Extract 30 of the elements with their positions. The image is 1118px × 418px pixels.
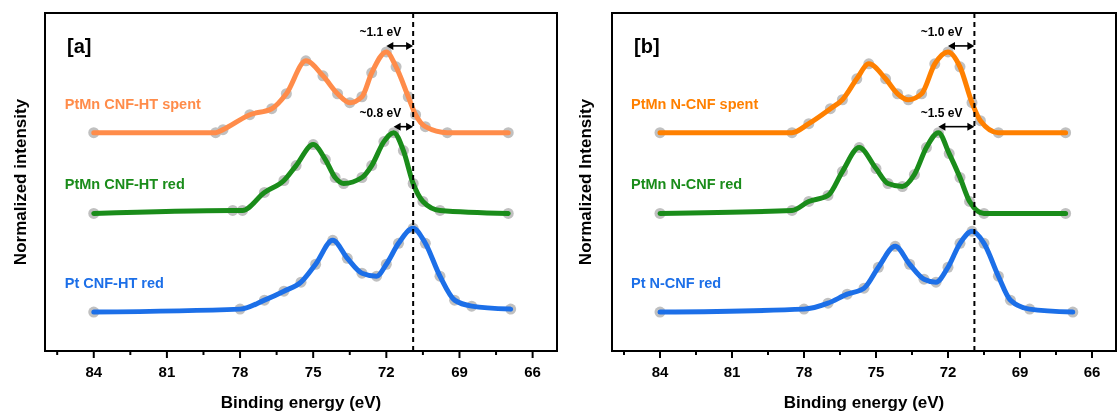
- y-axis-title: Normalized Intensity: [576, 98, 596, 266]
- x-tick-label: 78: [231, 363, 249, 380]
- chart-title: [b]: [634, 35, 660, 57]
- x-axis-title: Binding energy (eV): [220, 393, 382, 412]
- series-label: Pt N-CNF red: [631, 275, 722, 292]
- series-label: Pt CNF-HT red: [64, 275, 164, 292]
- x-tick-label: 66: [524, 363, 541, 380]
- x-tick-label: 81: [723, 363, 741, 380]
- x-tick-label: 72: [939, 363, 957, 380]
- x-tick-label: 75: [304, 363, 322, 380]
- x-tick-label: 84: [85, 363, 103, 380]
- series-label: PtMn N-CNF red: [631, 176, 743, 193]
- x-axis-title: Binding energy (eV): [783, 393, 945, 412]
- annotation: ~1.0 eV: [920, 24, 963, 39]
- x-tick-label: 72: [377, 363, 395, 380]
- annotation: ~0.8 eV: [359, 105, 402, 120]
- series-label: PtMn N-CNF spent: [631, 95, 759, 112]
- x-tick-label: 75: [867, 363, 885, 380]
- chart-title: [a]: [67, 35, 92, 57]
- x-tick-label: 69: [451, 363, 468, 380]
- x-tick-label: 81: [158, 363, 176, 380]
- x-tick-label: 66: [1083, 363, 1101, 380]
- series-label: PtMn CNF-HT red: [64, 176, 185, 193]
- x-tick-label: 84: [651, 363, 669, 380]
- y-axis-title: Normalized intensity: [11, 98, 31, 266]
- x-tick-label: 69: [1011, 363, 1029, 380]
- series-label: PtMn CNF-HT spent: [64, 95, 202, 112]
- x-tick-label: 78: [795, 363, 813, 380]
- annotation: ~1.5 eV: [920, 105, 963, 120]
- annotation: ~1.1 eV: [359, 24, 402, 39]
